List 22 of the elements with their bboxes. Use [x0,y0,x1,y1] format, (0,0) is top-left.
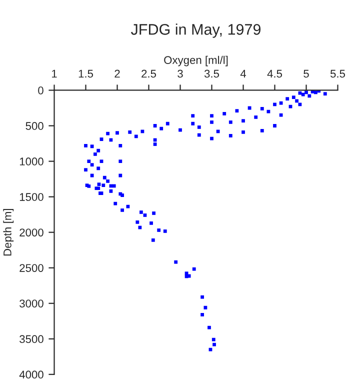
y-tick-label: 500 [26,122,44,130]
x-tick-label: 4.5 [267,70,282,78]
x-tick-label: 5 [304,70,309,78]
y-tick-label: 1500 [20,193,44,201]
x-axis-title: Oxygen [ml/l] [164,56,228,66]
y-tick-label: 0 [38,86,44,94]
x-tick-label: 2 [114,70,120,78]
y-tick-label: 2000 [20,228,44,236]
x-tick-label: 2.5 [142,70,156,78]
x-tick-label: 1 [52,70,57,78]
chart-title: JFDG in May, 1979 [131,24,261,38]
x-tick-label: 3.5 [204,70,220,78]
y-tick-label: 4000 [19,370,44,379]
x-tick-label: 5.5 [330,70,346,78]
y-tick-label: 1000 [20,158,44,166]
x-tick-label: 3 [178,70,183,78]
x-tick-label: 4 [240,70,246,78]
y-axis-title: Depth [m] [3,209,14,256]
y-tick-label: 2500 [20,264,44,272]
y-tick-label: 3500 [20,335,44,344]
x-tick-label: 1.5 [78,70,94,78]
y-tick-label: 3000 [20,300,44,308]
